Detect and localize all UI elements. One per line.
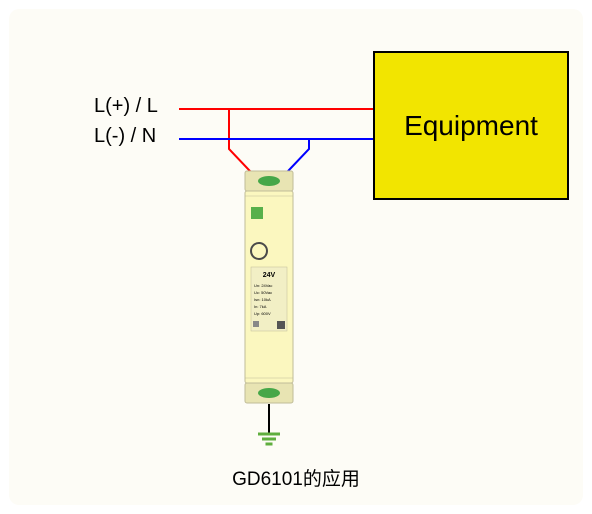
device-label-line: In: 7kA — [254, 304, 267, 309]
diagram-caption: GD6101的应用 — [232, 464, 360, 491]
device-label-line: Isn: 10kA — [254, 297, 271, 302]
device-qr-icon — [277, 321, 285, 329]
surge-protector-device: 24V Un: 24Vac Uc: 50Vac Isn: 10kA In: 7kA Up:… — [245, 171, 293, 403]
diagram-svg: 24V Un: 24Vac Uc: 50Vac Isn: 10kA In: 7kA Up:… — [9, 9, 583, 505]
device-label-line: Uc: 50Vac — [254, 290, 272, 295]
ground-symbol — [258, 434, 280, 444]
device-label-line: Un: 24Vac — [254, 283, 272, 288]
label-l-minus: L(-) / N — [94, 125, 156, 148]
label-l-plus: L(+) / L — [94, 95, 158, 118]
device-bottom-terminal — [258, 388, 280, 398]
device-mark-icon — [253, 321, 259, 327]
device-label-title: 24V — [263, 272, 276, 279]
diagram-canvas: 24V Un: 24Vac Uc: 50Vac Isn: 10kA In: 7kA Up:… — [9, 9, 583, 505]
device-top-terminal — [258, 176, 280, 186]
device-label-line: Up: 600V — [254, 311, 271, 316]
device-indicator — [251, 207, 263, 219]
equipment-label: Equipment — [404, 110, 538, 142]
